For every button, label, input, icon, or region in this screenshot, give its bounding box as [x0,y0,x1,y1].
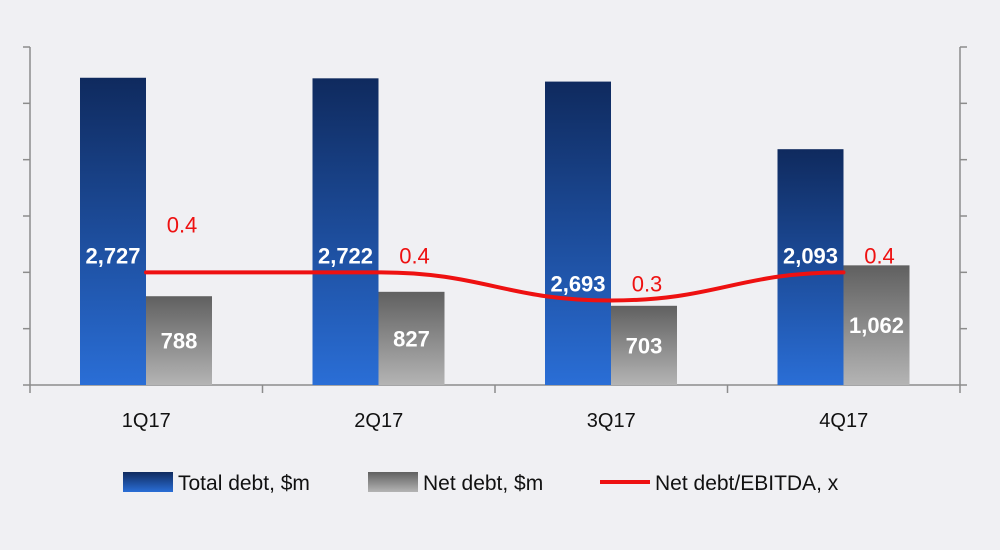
ratio-line-layer [144,270,846,303]
net-debt-label: 788 [161,329,198,354]
category-label: 4Q17 [819,410,868,432]
data-labels: 2,727 788 0.4 2,722 827 0.4 2,693 703 0.3 2,093 1,… [85,212,904,358]
ratio-label: 0.4 [864,243,895,268]
bars [80,77,910,386]
category-label: 3Q17 [587,410,636,432]
legend-total-debt-swatch [123,472,173,492]
net-debt-label: 827 [393,326,430,351]
legend-net-debt-swatch [368,472,418,492]
ratio-label: 0.4 [167,212,198,237]
total-debt-bar [312,78,379,385]
ratio-label: 0.3 [632,272,663,297]
total-debt-bar [80,77,146,386]
total-debt-bar [545,81,611,385]
net-debt-bar [378,291,445,385]
total-debt-label: 2,693 [550,272,605,297]
total-debt-label: 2,722 [318,243,373,268]
net-debt-bar [611,305,677,385]
category-label: 2Q17 [354,410,403,432]
legend-ratio-label: Net debt/EBITDA, x [655,472,839,495]
net-debt-bar [843,265,910,385]
ratio-label: 0.4 [399,243,430,268]
net-debt-label: 703 [626,333,663,358]
legend-total-debt-label: Total debt, $m [178,472,310,495]
net-debt-bar [146,296,212,385]
total-debt-bar [777,149,844,385]
category-labels: 1Q17 2Q17 3Q17 4Q17 [122,410,868,432]
legend-net-debt-label: Net debt, $m [423,472,543,495]
net-debt-ebitda-line [144,270,846,303]
net-debt-label: 1,062 [849,313,904,338]
legend: Total debt, $m Net debt, $m Net debt/EBITD… [123,472,839,495]
total-debt-label: 2,093 [783,243,838,268]
category-label: 1Q17 [122,410,171,432]
total-debt-label: 2,727 [85,243,140,268]
